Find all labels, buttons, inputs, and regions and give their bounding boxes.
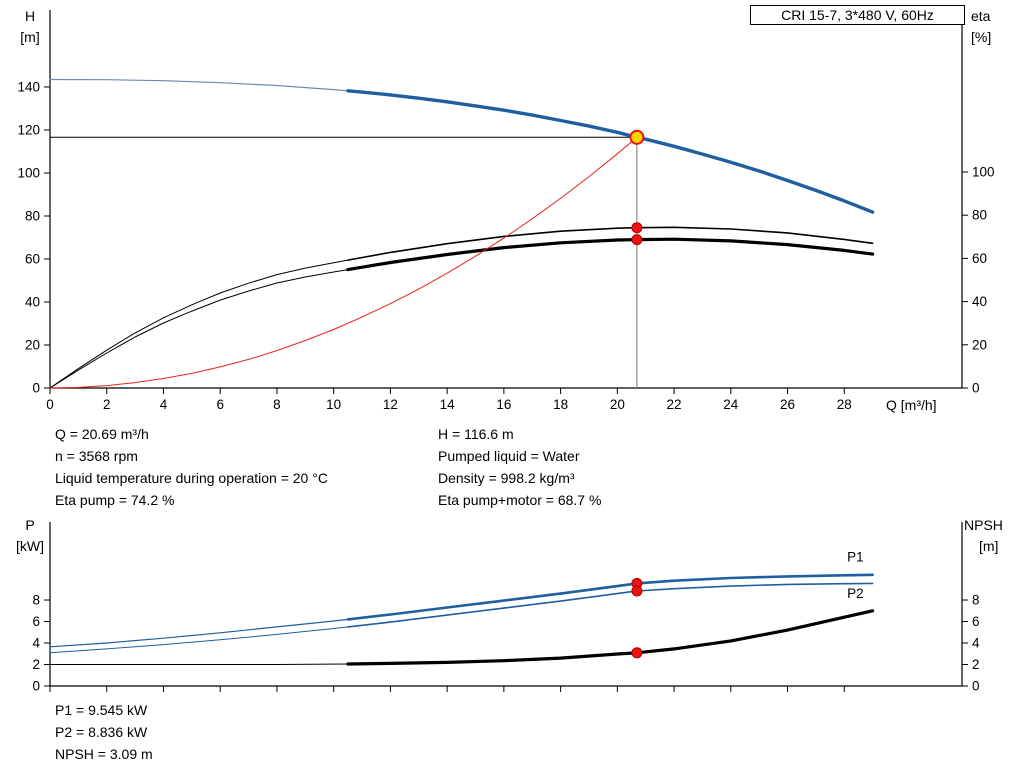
- qh_eta-left-tick-label: 20: [25, 337, 40, 352]
- power-axis-label: P [kW]: [12, 515, 48, 557]
- result-p1: P1 = 9.545 kW: [55, 702, 148, 718]
- npsh-axis-label: NPSH [m]: [964, 515, 1003, 557]
- eta-pump-motor-dot: [631, 234, 643, 246]
- qh_eta-x-tick-label: 6: [216, 397, 224, 412]
- qh_eta-x-tick-label: 20: [610, 397, 625, 412]
- npsh-curve: [346, 609, 875, 666]
- result-eta-pump-motor: Eta pump+motor = 68.7 %: [438, 492, 602, 508]
- qh_eta-left-tick-label: 40: [25, 294, 40, 309]
- eta-axis-label: eta [%]: [971, 6, 991, 48]
- qh_eta-x-tick-label: 16: [496, 397, 511, 412]
- pump-title-box: CRI 15-7, 3*480 V, 60Hz: [750, 5, 965, 25]
- eta-pump-dot: [631, 222, 643, 234]
- p1-curve: [346, 573, 874, 621]
- qh_eta-left-tick-label: 80: [25, 208, 40, 223]
- qh_eta-right-tick-label: 0: [972, 381, 980, 396]
- qh_eta-x-tick-label: 22: [667, 397, 682, 412]
- pump-title: CRI 15-7, 3*480 V, 60Hz: [781, 7, 934, 23]
- qh_eta-x-tick-label: 8: [273, 397, 281, 412]
- npsh-curve-thin: [49, 663, 349, 665]
- eta-pump-motor-curve-thin: [49, 269, 349, 389]
- qh_eta-right-tick-label: 60: [972, 251, 987, 266]
- power_npsh-left-tick-label: 6: [32, 614, 40, 629]
- qh_eta-x-tick-label: 10: [326, 397, 341, 412]
- power_npsh-right-tick-label: 4: [972, 636, 980, 651]
- p1-curve-label: P1: [847, 549, 864, 564]
- eta-pump-curve: [347, 226, 874, 261]
- qh_eta-x-tick-label: 0: [46, 397, 54, 412]
- head-axis-symbol: H: [24, 8, 36, 24]
- qh_eta-left-tick-label: 140: [17, 79, 40, 94]
- head-axis-unit: [m]: [20, 29, 40, 45]
- eta-pump-motor-curve: [346, 237, 875, 272]
- power_npsh-left-tick-label: 2: [32, 657, 40, 672]
- qh_eta-x-tick-label: 18: [553, 397, 568, 412]
- qh_eta-left-tick-label: 60: [25, 251, 40, 266]
- npsh-axis-symbol: NPSH: [964, 517, 1003, 533]
- power_npsh-left-tick-label: 8: [32, 593, 40, 608]
- qh_eta-x-tick-label: 4: [160, 397, 168, 412]
- result-head: H = 116.6 m: [438, 426, 514, 442]
- system-curve: [49, 136, 638, 389]
- result-flow: Q = 20.69 m³/h: [55, 426, 149, 442]
- flow-axis-label: Q [m³/h]: [886, 397, 937, 413]
- power_npsh-right-tick-label: 8: [972, 593, 980, 608]
- result-npsh: NPSH = 3.09 m: [55, 746, 153, 762]
- power-axis-symbol: P: [25, 517, 35, 533]
- p2-curve-thin: [49, 626, 349, 654]
- qh_eta-right-tick-label: 80: [972, 208, 987, 223]
- result-p2: P2 = 8.836 kW: [55, 724, 148, 740]
- power-axis-unit: [kW]: [16, 538, 44, 554]
- power_npsh-right-tick-label: 2: [972, 657, 980, 672]
- result-liquid-temperature: Liquid temperature during operation = 20…: [55, 470, 328, 486]
- power_npsh-right-tick-label: 0: [972, 679, 980, 694]
- head-axis-label: H [m]: [12, 6, 48, 48]
- qh-curve-thin: [49, 78, 349, 92]
- qh_eta-left-tick-label: 0: [32, 381, 40, 396]
- qh_eta-x-tick-label: 14: [440, 397, 456, 412]
- duty-point-marker: [629, 129, 645, 145]
- npsh-dot: [631, 647, 643, 659]
- power_npsh-left-tick-label: 4: [32, 636, 40, 651]
- duty-results-right: H = 116.6 m Pumped liquid = Water Densit…: [438, 423, 601, 511]
- qh_eta-right-tick-label: 20: [972, 337, 987, 352]
- p2-curve: [347, 582, 874, 628]
- result-eta-pump: Eta pump = 74.2 %: [55, 492, 175, 508]
- qh-curve: [346, 89, 875, 214]
- qh_eta-x-tick-label: 24: [723, 397, 739, 412]
- result-density: Density = 998.2 kg/m³: [438, 470, 575, 486]
- eta-axis-symbol: eta: [971, 8, 991, 24]
- qh_eta-right-tick-label: 100: [972, 165, 995, 180]
- npsh-axis-unit: [m]: [979, 538, 999, 554]
- qh_eta-right-tick-label: 40: [972, 294, 987, 309]
- qh_eta-left-tick-label: 120: [17, 122, 40, 137]
- qh_eta-x-tick-label: 26: [780, 397, 795, 412]
- power-results: P1 = 9.545 kW P2 = 8.836 kW NPSH = 3.09 …: [55, 699, 153, 765]
- qh_eta-x-tick-label: 28: [837, 397, 852, 412]
- qh_eta-x-tick-label: 2: [103, 397, 111, 412]
- eta-pump-curve-thin: [49, 259, 349, 389]
- power_npsh-left-tick-label: 0: [32, 679, 40, 694]
- result-pumped-liquid: Pumped liquid = Water: [438, 448, 580, 464]
- qh_eta-x-tick-label: 12: [383, 397, 398, 412]
- p2-curve-label: P2: [847, 586, 864, 601]
- qh_eta-left-tick-label: 100: [17, 165, 40, 180]
- power_npsh-right-tick-label: 6: [972, 614, 980, 629]
- duty-results-left: Q = 20.69 m³/h n = 3568 rpm Liquid tempe…: [55, 423, 328, 511]
- p2-dot: [631, 585, 643, 597]
- result-speed: n = 3568 rpm: [55, 448, 138, 464]
- eta-axis-unit: [%]: [971, 29, 992, 45]
- p1-curve-thin: [49, 618, 349, 648]
